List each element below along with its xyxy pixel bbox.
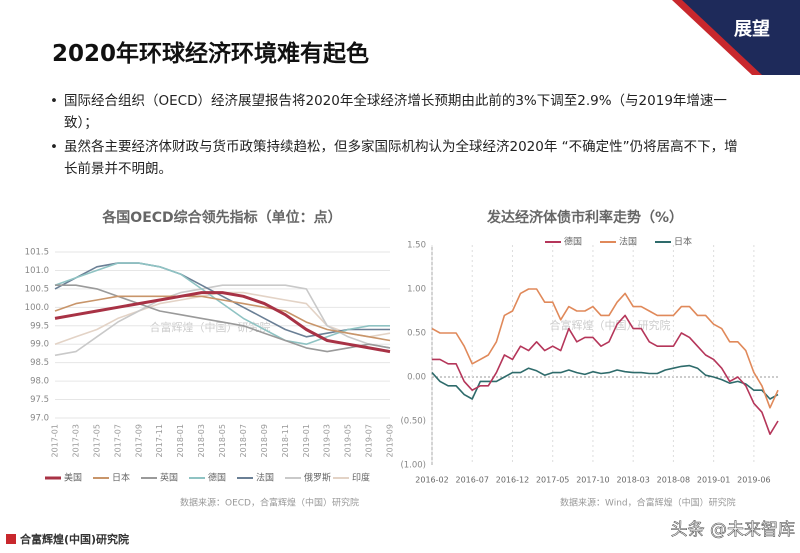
y-tick-label: (1.00) (400, 461, 426, 471)
x-tick-label: 2017-09 (134, 424, 143, 457)
x-tick-label: 2017-10 (576, 476, 609, 485)
chart-title: 各国OECD综合领先指标（单位：点） (101, 209, 341, 226)
y-tick-label: 101.0 (25, 266, 49, 276)
legend-label: 俄罗斯 (304, 472, 331, 484)
x-tick-label: 2019-05 (344, 424, 353, 457)
x-tick-label: 2018-03 (616, 476, 649, 485)
series-line (54, 291, 391, 354)
y-tick-label: 1.00 (407, 285, 426, 295)
y-tick-label: 0.00 (407, 373, 426, 383)
series-line (432, 314, 779, 435)
bullet-list: 国际经合组织（OECD）经济展望报告将2020年全球经济增长预期由此前的3%下调… (48, 90, 748, 182)
y-tick-label: (0.50) (400, 417, 426, 427)
badge-band (680, 0, 800, 75)
x-tick-label: 2019-07 (365, 424, 374, 457)
y-tick-label: 100.5 (25, 284, 49, 294)
x-tick-label: 2017-05 (92, 424, 101, 457)
badge-text: 展望 (734, 18, 770, 40)
y-tick-label: 99.5 (30, 321, 49, 331)
x-tick-label: 2017-01 (51, 424, 60, 457)
series-line (431, 364, 779, 400)
series-line (54, 284, 391, 357)
legend-label: 法国 (619, 236, 637, 248)
x-tick-label: 2019-01 (697, 476, 730, 485)
x-tick-label: 2017-07 (113, 424, 122, 457)
x-tick-label: 2017-11 (155, 424, 164, 457)
legend-label: 德国 (208, 472, 226, 484)
legend-label: 英国 (160, 472, 178, 484)
y-tick-label: 100.0 (25, 303, 49, 313)
chart-watermark: 合富辉煌（中国）研究院 (150, 320, 271, 334)
x-tick-label: 2016-12 (496, 476, 529, 485)
y-tick-label: 1.50 (407, 241, 426, 251)
watermark: 头条 @未来智库 (671, 520, 795, 540)
x-tick-label: 2019-06 (737, 476, 770, 485)
x-tick-label: 2018-08 (657, 476, 690, 485)
x-tick-label: 2016-02 (415, 476, 448, 485)
x-tick-label: 2018-05 (218, 424, 227, 457)
slide-title: 2020年环球经济环境难有起色 (52, 41, 370, 67)
x-tick-label: 2019-03 (323, 424, 332, 457)
y-tick-label: 101.5 (25, 248, 49, 258)
y-tick-label: 97.0 (30, 414, 49, 424)
legend-label: 德国 (564, 236, 582, 248)
y-tick-label: 98.0 (30, 377, 49, 387)
x-tick-label: 2017-05 (536, 476, 569, 485)
x-tick-label: 2019-01 (302, 424, 311, 457)
series-line (54, 262, 390, 345)
x-tick-label: 2019-09 (386, 424, 395, 457)
legend-label: 法国 (256, 472, 274, 484)
legend-label: 美国 (64, 472, 82, 484)
y-tick-label: 99.0 (30, 340, 49, 350)
y-tick-label: 98.5 (30, 358, 49, 368)
chart-source: 数据来源：OECD，合富辉煌（中国）研究院 (180, 497, 359, 509)
series-line (55, 284, 391, 353)
x-tick-label: 2018-11 (281, 424, 290, 457)
x-tick-label: 2017-03 (71, 424, 80, 457)
x-tick-label: 2018-01 (176, 424, 185, 457)
bullet: 虽然各主要经济体财政与货币政策持续趋松，但多家国际机构认为全球经济2020年 “… (48, 136, 748, 180)
logo-icon (6, 534, 16, 544)
chart-source: 数据来源：Wind，合富辉煌（中国）研究院 (560, 497, 736, 509)
y-tick-label: 0.50 (407, 329, 426, 339)
legend-label: 印度 (352, 472, 370, 484)
legend-label: 日本 (674, 236, 692, 248)
series-line (54, 295, 391, 342)
badge-stripe (672, 0, 762, 75)
x-tick-label: 2018-09 (260, 424, 269, 457)
logo: 合富辉煌(中国)研究院 (20, 532, 129, 546)
x-tick-label: 2018-07 (239, 424, 248, 457)
bullet: 国际经合组织（OECD）经济展望报告将2020年全球经济增长预期由此前的3%下调… (48, 90, 748, 134)
x-tick-label: 2016-07 (456, 476, 489, 485)
series-line (431, 288, 779, 409)
chart-title: 发达经济体债市利率走势（%） (486, 209, 683, 226)
legend-label: 日本 (112, 472, 130, 484)
y-tick-label: 97.5 (30, 395, 49, 405)
series-line (54, 262, 390, 338)
x-tick-label: 2018-03 (197, 424, 206, 457)
